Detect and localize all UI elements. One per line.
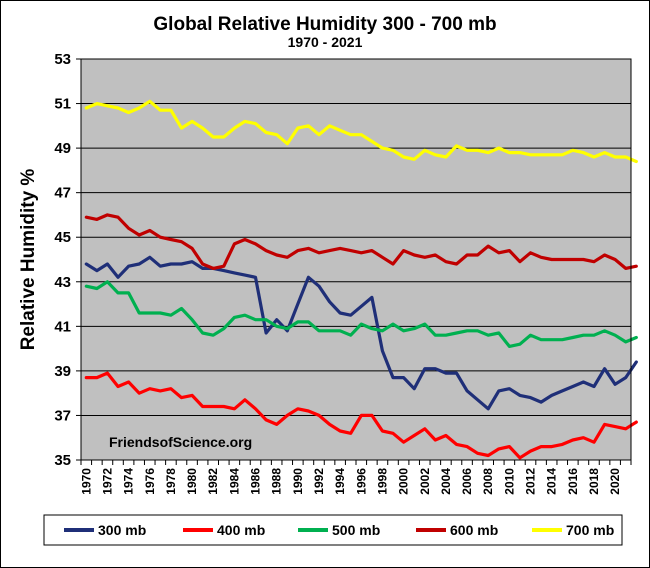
- x-tick-label: 2008: [481, 468, 495, 495]
- legend-label: 500 mb: [332, 522, 380, 538]
- y-tick-label: 41: [54, 318, 71, 335]
- x-axis-ticks: 1970 1972 1974 1976 1978 1980 1982 1984 1986 1988…: [79, 460, 632, 495]
- x-tick-label: 2000: [397, 468, 411, 495]
- series-line-500-mb: [84, 280, 638, 348]
- x-tick-label: 1976: [143, 468, 157, 495]
- chart-title: Global Relative Humidity 300 - 700 mb: [153, 14, 496, 35]
- x-tick-label: 1970: [79, 468, 93, 495]
- series-line-300-mb: [84, 255, 638, 411]
- y-tick-label: 49: [54, 140, 71, 157]
- x-tick-label: 1986: [249, 468, 263, 495]
- x-tick-label: 1978: [164, 468, 178, 495]
- x-tick-label: 1992: [312, 468, 326, 495]
- y-tick-label: 35: [54, 452, 71, 469]
- x-tick-label: 2016: [566, 468, 580, 495]
- x-tick-label: 2014: [545, 468, 559, 495]
- x-tick-label: 1980: [185, 468, 199, 495]
- series-line-600-mb: [84, 213, 638, 270]
- series-layer: [84, 99, 638, 460]
- plot-area: [81, 59, 631, 460]
- chart-subtitle: 1970 - 2021: [288, 34, 363, 50]
- x-tick-label: 1998: [375, 468, 389, 495]
- x-tick-label: 1982: [206, 468, 220, 495]
- source-annotation: FriendsofScience.org: [109, 434, 252, 450]
- x-tick-label: 2006: [460, 468, 474, 495]
- y-tick-label: 51: [54, 96, 71, 113]
- legend-label: 400 mb: [217, 522, 265, 538]
- legend-items: 300 mb 400 mb 500 mb 600 mb 700 mb: [64, 522, 614, 538]
- x-tick-label: 1990: [291, 468, 305, 495]
- x-tick-label: 1974: [122, 468, 136, 495]
- x-tick-label: 1984: [227, 468, 241, 495]
- legend-label: 300 mb: [98, 522, 146, 538]
- x-tick-label: 2020: [608, 468, 622, 495]
- series-line-400-mb: [84, 371, 638, 460]
- x-tick-label: 1996: [354, 468, 368, 495]
- y-tick-label: 37: [54, 407, 71, 424]
- x-tick-label: 2012: [524, 468, 538, 495]
- x-tick-label: 2004: [439, 468, 453, 495]
- y-tick-label: 45: [54, 229, 71, 246]
- x-tick-label: 2010: [502, 468, 516, 495]
- y-axis-ticks: 35 37 39 41 43 45 47 49 51 53: [54, 51, 81, 469]
- y-axis-label: Relative Humidity %: [18, 169, 39, 351]
- x-tick-label: 1972: [100, 468, 114, 495]
- x-tick-label: 2002: [418, 468, 432, 495]
- legend-label: 600 mb: [450, 522, 498, 538]
- x-tick-label: 2018: [587, 468, 601, 495]
- y-tick-label: 47: [54, 185, 71, 202]
- y-tick-label: 43: [54, 274, 71, 291]
- series-line-700-mb: [84, 99, 638, 164]
- y-tick-label: 53: [54, 51, 71, 68]
- legend-label: 700 mb: [566, 522, 614, 538]
- x-tick-label: 1994: [333, 468, 347, 495]
- legend: [43, 514, 623, 546]
- x-tick-label: 1988: [270, 468, 284, 495]
- y-tick-label: 39: [54, 363, 71, 380]
